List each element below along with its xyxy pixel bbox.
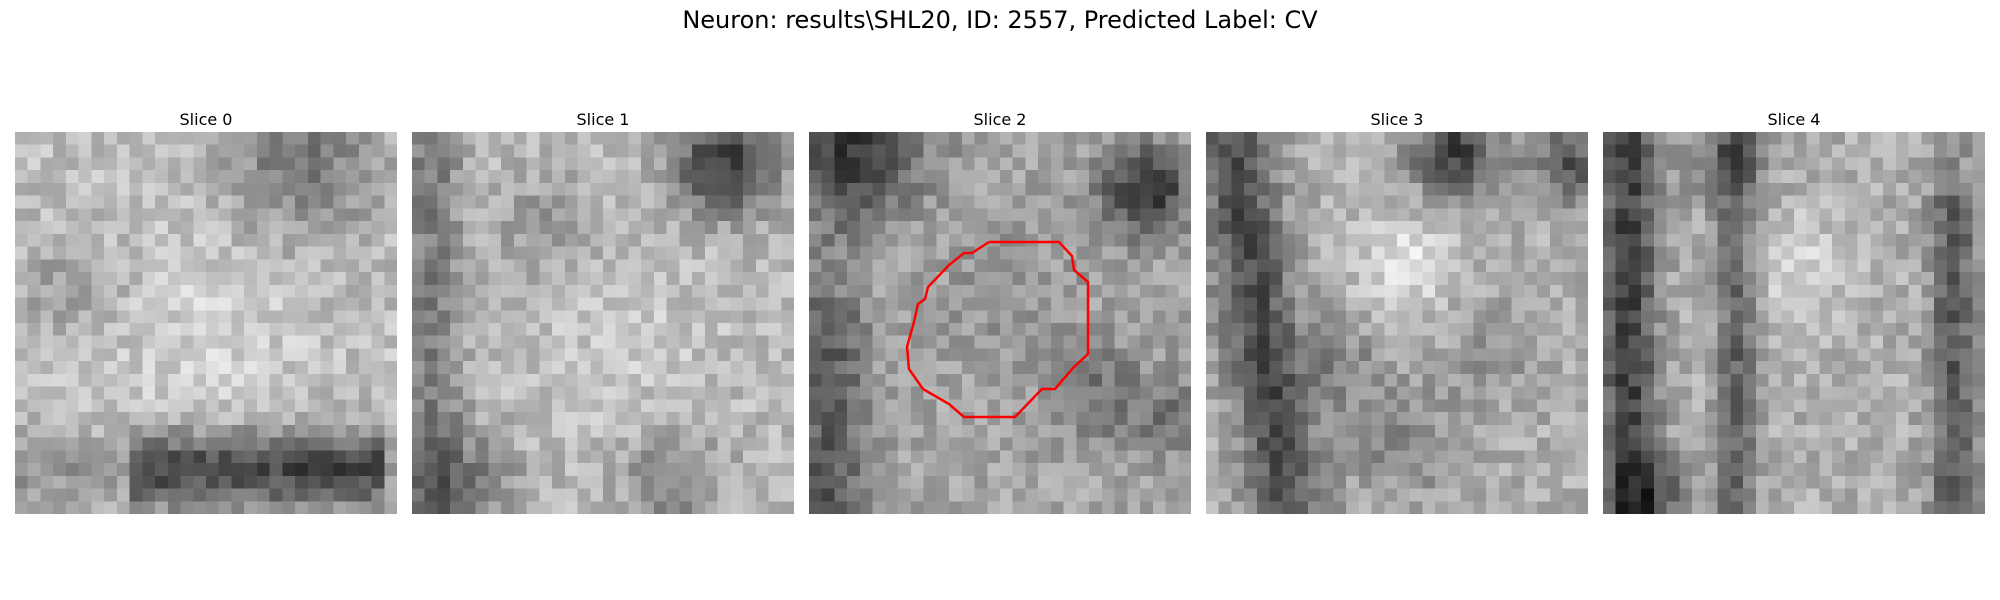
slice-image-4: [1603, 132, 1985, 514]
slice-title: Slice 0: [15, 108, 397, 132]
slice-image-1: [412, 132, 794, 514]
slice-image-2: [809, 132, 1191, 514]
slice-panel-2: Slice 2: [809, 108, 1191, 514]
slice-title: Slice 3: [1206, 108, 1588, 132]
figure-title: Neuron: results\SHL20, ID: 2557, Predict…: [0, 6, 2000, 34]
slice-panel-0: Slice 0: [15, 108, 397, 514]
slice-title: Slice 2: [809, 108, 1191, 132]
slice-title: Slice 4: [1603, 108, 1985, 132]
slice-panel-4: Slice 4: [1603, 108, 1985, 514]
slice-panel-3: Slice 3: [1206, 108, 1588, 514]
slice-image-3: [1206, 132, 1588, 514]
slice-panel-1: Slice 1: [412, 108, 794, 514]
slice-image-0: [15, 132, 397, 514]
slice-title: Slice 1: [412, 108, 794, 132]
